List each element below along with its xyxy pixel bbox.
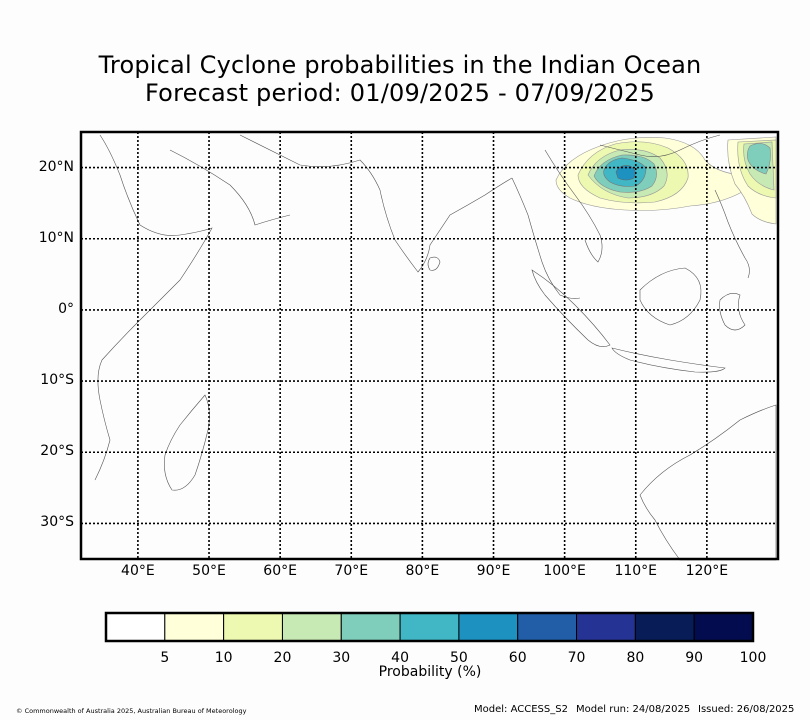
coast-philippines (714, 189, 750, 279)
lon-tick-label: 120°E (685, 563, 729, 579)
coast-madagascar (164, 394, 210, 491)
colorbar-level-label: 30 (332, 650, 351, 666)
chart-title-line1: Tropical Cyclone probabilities in the In… (98, 51, 702, 79)
issued-text: Issued: 26/08/2025 (698, 704, 795, 715)
colorbar-level-label: 20 (273, 650, 292, 666)
coast-south-china (599, 134, 721, 157)
colorbar-level-label: 100 (739, 650, 767, 666)
colorbar-level-label: 10 (214, 650, 233, 666)
lon-tick-label: 40°E (121, 563, 155, 579)
probability-colorbar (104, 611, 755, 643)
coast-borneo (639, 267, 702, 326)
coast-sri-lanka (427, 256, 441, 271)
copyright-text: © Commonwealth of Australia 2025, Austra… (16, 707, 247, 715)
colorbar-swatch (634, 612, 695, 642)
colorbar-level-label: 50 (449, 650, 468, 666)
coast-java (611, 347, 726, 373)
lat-tick-label: 10°S (40, 372, 74, 389)
lon-tick-label: 90°E (476, 563, 511, 579)
coast-iran-pakistan (239, 134, 381, 191)
colorbar-swatch (105, 612, 166, 642)
colorbar-swatch (576, 612, 636, 642)
coastlines (94, 134, 777, 561)
coast-indochina (544, 149, 603, 263)
colorbar-level-label: 70 (567, 650, 586, 666)
probability-contours (555, 136, 777, 225)
colorbar-swatch (399, 612, 460, 642)
lat-tick-label: 20°S (40, 443, 74, 460)
graticule (81, 132, 778, 559)
coast-sulawesi (719, 293, 746, 331)
lat-tick-label: 10°N (38, 229, 74, 246)
colorbar-level-label: 40 (391, 650, 409, 666)
lon-tick-label: 80°E (405, 563, 440, 579)
colorbar-level-label: 80 (626, 650, 645, 666)
map-frame (79, 130, 780, 561)
colorbar-swatch (517, 612, 578, 642)
lon-tick-label: 70°E (334, 563, 369, 579)
colorbar-swatch (693, 612, 754, 642)
lon-tick-label: 50°E (192, 563, 226, 579)
chart-title-line2: Forecast period: 01/09/2025 - 07/09/2025 (145, 79, 655, 107)
lon-tick-label: 60°E (263, 563, 297, 579)
colorbar-frame (104, 611, 755, 643)
coast-arabian-gulf (169, 149, 291, 226)
coast-australia (639, 404, 777, 561)
colorbar-swatch (458, 612, 519, 642)
colorbar-level-label: 90 (685, 650, 704, 666)
colorbar-level-label: 5 (160, 650, 170, 666)
colorbar-swatch (340, 612, 401, 642)
colorbar-level-label: 60 (508, 650, 527, 666)
model-run-text: Model run: 24/08/2025 (576, 704, 691, 715)
lon-tick-label: 110°E (614, 563, 658, 579)
colorbar-swatch (164, 612, 225, 642)
coast-sumatra (531, 269, 611, 347)
lat-tick-label: 20°N (38, 158, 74, 175)
contour-30pct-phil (747, 143, 771, 175)
coast-india (379, 177, 513, 273)
lon-tick-label: 100°E (543, 563, 586, 579)
model-text: Model: ACCESS_S2 (474, 704, 568, 715)
colorbar-title: Probability (%) (378, 664, 482, 680)
lat-tick-label: 30°S (40, 514, 74, 531)
coast-arabia-africa (94, 134, 213, 481)
colorbar-swatch (223, 612, 283, 642)
colorbar-swatch (281, 612, 342, 642)
contour-50pct-scs (615, 165, 636, 181)
lat-tick-label: 0° (58, 300, 74, 317)
